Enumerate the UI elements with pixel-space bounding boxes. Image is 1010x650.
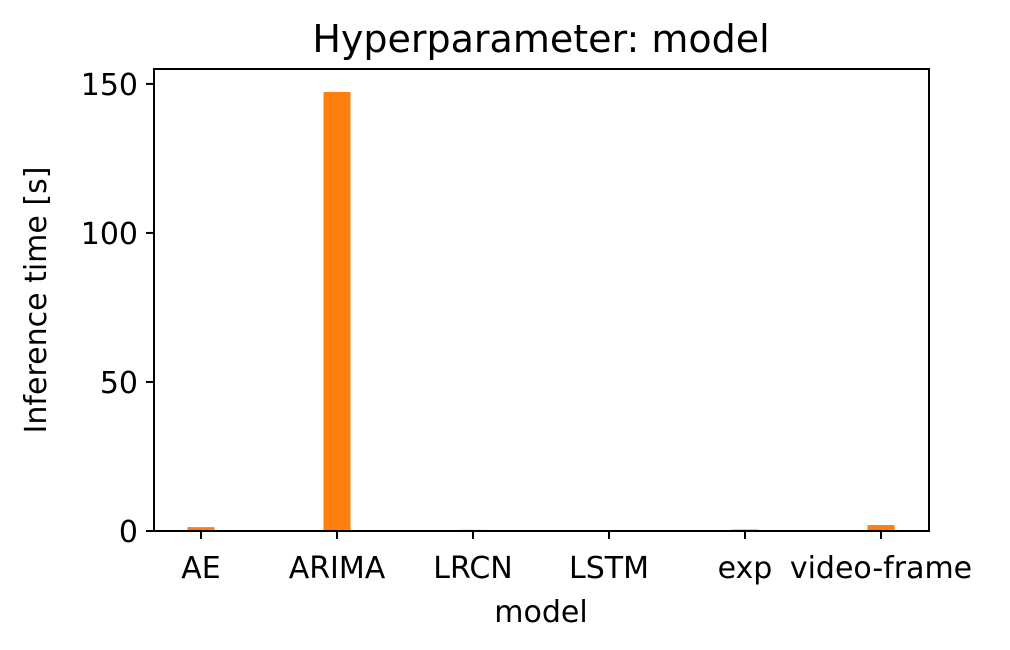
bar-arima [323, 91, 351, 532]
bar-video-frame [867, 525, 895, 531]
chart-title: Hyperparameter: model [312, 17, 769, 61]
x-tick-label: exp [718, 551, 773, 586]
x-tick-label: AE [181, 551, 220, 586]
x-axis-label: model [494, 595, 587, 630]
y-tick-label: 100 [81, 217, 138, 252]
x-tick-label: LRCN [433, 551, 512, 586]
y-tick-label: 150 [81, 68, 138, 103]
y-tick-label: 0 [119, 515, 138, 550]
axes-frame [153, 68, 930, 532]
y-axis-label: Inference time [s] [19, 167, 54, 434]
x-tick-label: video-frame [790, 551, 972, 586]
bar-ae [187, 527, 215, 531]
x-tick-label: LSTM [569, 551, 649, 586]
plot-area: 0 50 100 150 AE ARIMA LRCN LSTM exp video-frame [81, 68, 972, 586]
x-tick-label: ARIMA [289, 551, 386, 586]
y-tick-label: 50 [100, 366, 138, 401]
